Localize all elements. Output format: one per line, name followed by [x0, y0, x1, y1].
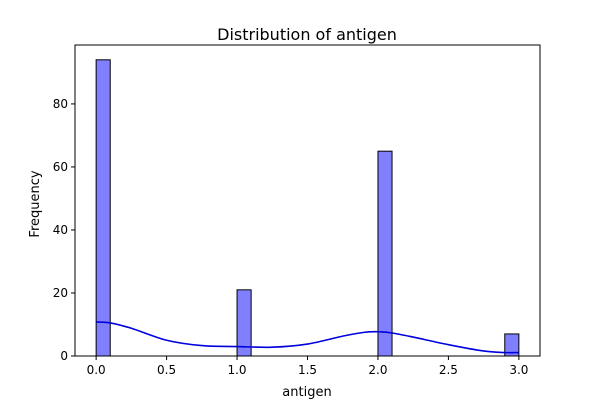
y-axis-label: Frequency [28, 170, 43, 237]
y-tick-label: 20 [53, 286, 68, 300]
x-tick-label: 1.0 [227, 363, 246, 377]
y-tick-label: 0 [60, 349, 68, 363]
kde-layer [96, 321, 519, 354]
histogram-bar-2 [377, 150, 393, 357]
x-tick-label: 2.0 [368, 363, 387, 377]
x-tick-label: 3.0 [509, 363, 528, 377]
x-tick-label: 0.5 [157, 363, 176, 377]
y-tick-label: 80 [53, 97, 68, 111]
x-tick-label: 2.5 [439, 363, 458, 377]
x-axis-label: antigen [282, 385, 331, 400]
x-tick-label: 1.5 [298, 363, 317, 377]
y-axis-ticks: 0 20 40 60 80 [53, 97, 75, 363]
x-tick-label: 0.0 [87, 363, 106, 377]
x-axis-ticks: 0.0 0.5 1.0 1.5 2.0 2.5 3.0 [87, 356, 528, 377]
chart-title: Distribution of antigen [217, 25, 397, 44]
y-tick-label: 60 [53, 160, 68, 174]
kde-line [96, 321, 519, 354]
histogram-bar-0 [95, 59, 111, 357]
y-tick-label: 40 [53, 223, 68, 237]
histogram-bars [95, 59, 520, 357]
